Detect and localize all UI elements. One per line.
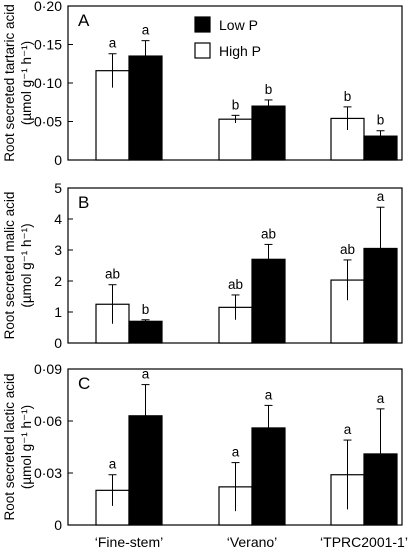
y-tick-label: 3 — [54, 242, 62, 258]
y-tick-label: 0·20 — [34, 0, 62, 14]
bar-low-p — [128, 55, 163, 161]
panel-c: 0 0·03 0·06 0·09 Root secreted lactic acid (µ… — [2, 361, 403, 533]
significance-letter: a — [232, 445, 240, 460]
panel-b: 0 1 2 3 4 5 Root secreted malic acid (µmol g⁻¹ … — [2, 180, 403, 351]
y-axis-unit: (µmol g⁻¹ h⁻¹) — [19, 41, 34, 125]
bar-low-p — [251, 105, 286, 161]
x-category-label: ‘Verano’ — [227, 534, 278, 548]
significance-letter: b — [232, 97, 240, 112]
significance-letter: ab — [261, 226, 276, 241]
y-tick-label: 5 — [54, 180, 62, 196]
y-tick-label: 0·10 — [34, 75, 62, 91]
y-axis-label: Root secreted tartaric acid — [2, 4, 17, 162]
y-axis-unit: (µmol g⁻¹ h⁻¹) — [19, 223, 34, 307]
y-tick-label: 0·03 — [34, 465, 62, 481]
legend: Low P High P — [194, 16, 261, 59]
y-tick-label: 1 — [54, 304, 62, 320]
y-tick-label: 0·06 — [34, 413, 62, 429]
bar-high-p — [330, 117, 365, 161]
bar-low-p — [128, 320, 163, 344]
legend-swatch-low-p — [194, 16, 211, 33]
legend-label: High P — [219, 43, 261, 59]
significance-letter: a — [109, 36, 117, 51]
x-category-label: ‘TPRC2001-1’ — [320, 534, 408, 548]
significance-letter: b — [344, 89, 352, 104]
y-axis-label: Root secreted malic acid — [2, 192, 17, 340]
y-tick-label: 4 — [54, 211, 62, 227]
significance-letter: b — [265, 82, 273, 97]
significance-letter: b — [377, 113, 385, 128]
bar-high-p — [218, 118, 253, 161]
y-tick-label: 0·05 — [34, 114, 62, 130]
y-tick-label: 0·15 — [34, 37, 62, 53]
y-tick-label: 0 — [54, 335, 62, 351]
panel-a: 0 0·05 0·10 0·15 0·20 Root secreted tartaric … — [2, 0, 403, 168]
significance-letter: a — [344, 422, 352, 437]
y-axis-label: Root secreted lactic acid — [2, 373, 17, 520]
bar-low-p — [251, 258, 286, 344]
significance-letter: ab — [228, 277, 243, 292]
significance-letter: a — [142, 23, 150, 38]
panel-label: C — [78, 374, 90, 393]
y-axis-unit: (µmol g⁻¹ h⁻¹) — [19, 405, 34, 489]
significance-letter: a — [109, 457, 117, 472]
y-tick-label: 2 — [54, 273, 62, 289]
y-tick-label: 0·09 — [34, 361, 62, 377]
legend-label: Low P — [219, 17, 258, 33]
panel-label: B — [78, 193, 89, 212]
legend-swatch-high-p — [194, 42, 211, 59]
y-tick-label: 0 — [54, 152, 62, 168]
significance-letter: a — [142, 367, 150, 382]
significance-letter: a — [377, 391, 385, 406]
x-category-label: ‘Fine-stem’ — [95, 534, 163, 548]
panel-label: A — [78, 11, 90, 30]
significance-letter: a — [265, 387, 273, 402]
significance-letter: a — [377, 189, 385, 204]
significance-letter: ab — [105, 267, 120, 282]
y-tick-label: 0 — [54, 517, 62, 533]
significance-letter: ab — [340, 242, 355, 257]
significance-letter: b — [142, 302, 150, 317]
